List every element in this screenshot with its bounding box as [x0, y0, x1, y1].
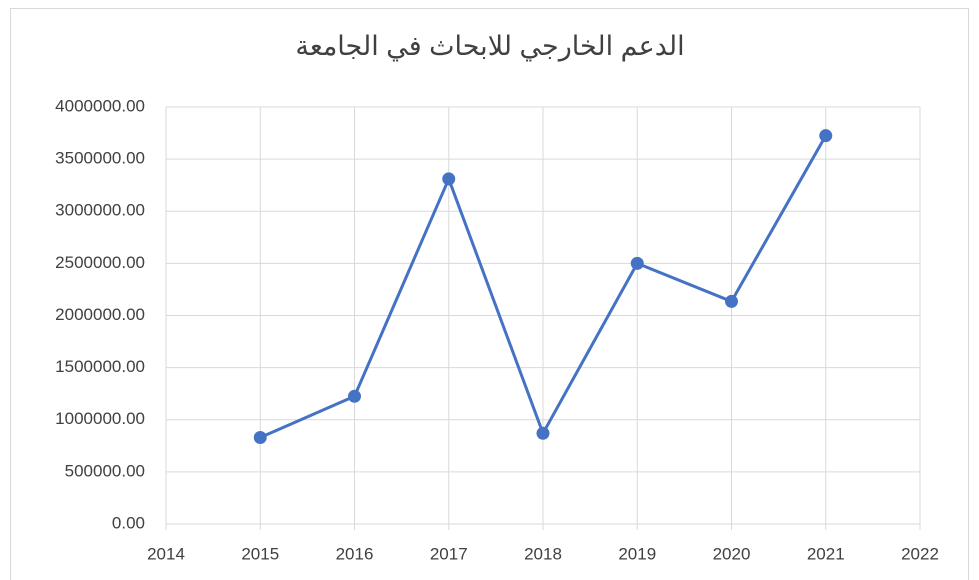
y-tick-label: 2500000.00 — [55, 253, 145, 272]
y-tick-label: 3500000.00 — [55, 149, 145, 168]
data-point — [819, 129, 833, 143]
chart-title: الدعم الخارجي للابحاث في الجامعة — [295, 31, 684, 62]
y-tick-label: 4000000.00 — [55, 96, 145, 115]
y-tick-label: 500000.00 — [65, 461, 145, 480]
y-tick-label: 1000000.00 — [55, 409, 145, 428]
x-tick-label: 2022 — [901, 544, 939, 563]
x-tick-label: 2018 — [524, 544, 562, 563]
data-point — [348, 389, 361, 403]
data-point — [253, 430, 267, 444]
x-tick-label: 2020 — [713, 544, 751, 563]
data-point — [725, 294, 738, 308]
x-tick-label: 2019 — [618, 544, 656, 563]
x-tick-label: 2017 — [430, 544, 468, 563]
data-point — [630, 256, 644, 270]
y-tick-label: 1500000.00 — [55, 357, 145, 376]
y-tick-label: 2000000.00 — [55, 305, 145, 324]
data-point — [442, 172, 456, 186]
chart-border — [10, 8, 969, 580]
y-tick-label: 3000000.00 — [55, 201, 145, 220]
y-tick-label: 0.00 — [112, 513, 145, 532]
data-point — [536, 426, 550, 440]
x-tick-label: 2016 — [336, 544, 374, 563]
x-tick-label: 2021 — [807, 544, 845, 563]
x-tick-label: 2015 — [241, 544, 279, 563]
x-tick-label: 2014 — [147, 544, 185, 563]
